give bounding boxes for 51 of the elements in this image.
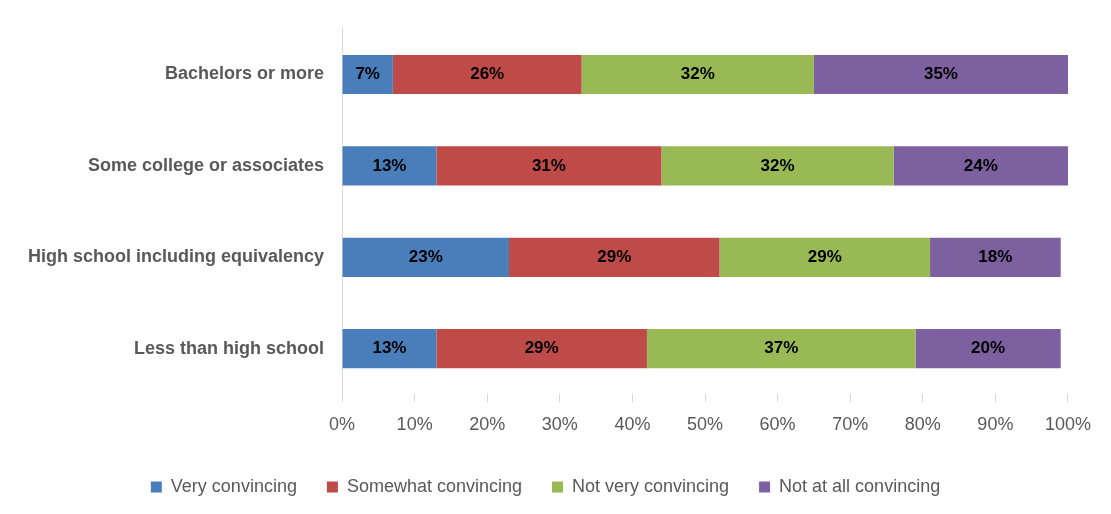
data-label: 7% (355, 64, 380, 84)
data-label: 26% (470, 64, 505, 84)
bar (581, 54, 814, 95)
y-tick-label: High school including equivalency (28, 246, 325, 267)
x-tick-label: 70% (832, 414, 869, 435)
legend-label: Somewhat convincing (346, 475, 523, 496)
bar (661, 146, 894, 186)
x-tick-label: 0% (329, 414, 356, 435)
legend-label: Very convincing (170, 475, 297, 496)
bar (646, 329, 916, 369)
data-label: 29% (524, 338, 559, 358)
data-label: 37% (764, 338, 799, 358)
bar (392, 54, 582, 95)
x-tick-label: 100% (1044, 414, 1091, 435)
x-tick-label: 60% (759, 414, 796, 435)
bar (893, 146, 1068, 186)
data-label: 13% (372, 338, 407, 358)
data-label: 29% (807, 246, 842, 266)
bar (719, 237, 931, 277)
data-label: 13% (372, 155, 407, 175)
y-tick-label: Some college or associates (87, 154, 325, 175)
x-tick-label: 10% (396, 414, 433, 435)
data-label: 29% (597, 246, 632, 266)
bar (509, 237, 720, 277)
x-tick-label: 20% (469, 414, 506, 435)
bar (436, 329, 647, 369)
bar (436, 146, 662, 186)
y-tick-label: Bachelors or more (164, 63, 325, 84)
x-tick-label: 40% (614, 414, 651, 435)
bar (342, 146, 437, 186)
bar (342, 237, 510, 277)
data-label: 32% (680, 64, 715, 84)
data-label: 18% (978, 246, 1013, 266)
data-label: 23% (408, 246, 443, 266)
x-tick-label: 30% (541, 414, 578, 435)
data-label: 32% (760, 155, 795, 175)
y-tick-label: Less than high school (134, 337, 325, 358)
bar (813, 54, 1068, 95)
x-tick-label: 90% (977, 414, 1014, 435)
data-label: 31% (531, 155, 566, 175)
legend-label: Not very convincing (572, 475, 730, 496)
bar (342, 54, 393, 95)
x-tick-label: 50% (687, 414, 724, 435)
x-tick-label: 80% (904, 414, 941, 435)
data-label: 35% (923, 64, 958, 84)
bar (915, 329, 1061, 369)
bar (342, 329, 437, 369)
data-label: 20% (971, 338, 1006, 358)
legend-label: Not at all convincing (779, 475, 941, 496)
data-label: 24% (963, 155, 998, 175)
bar (930, 237, 1061, 277)
